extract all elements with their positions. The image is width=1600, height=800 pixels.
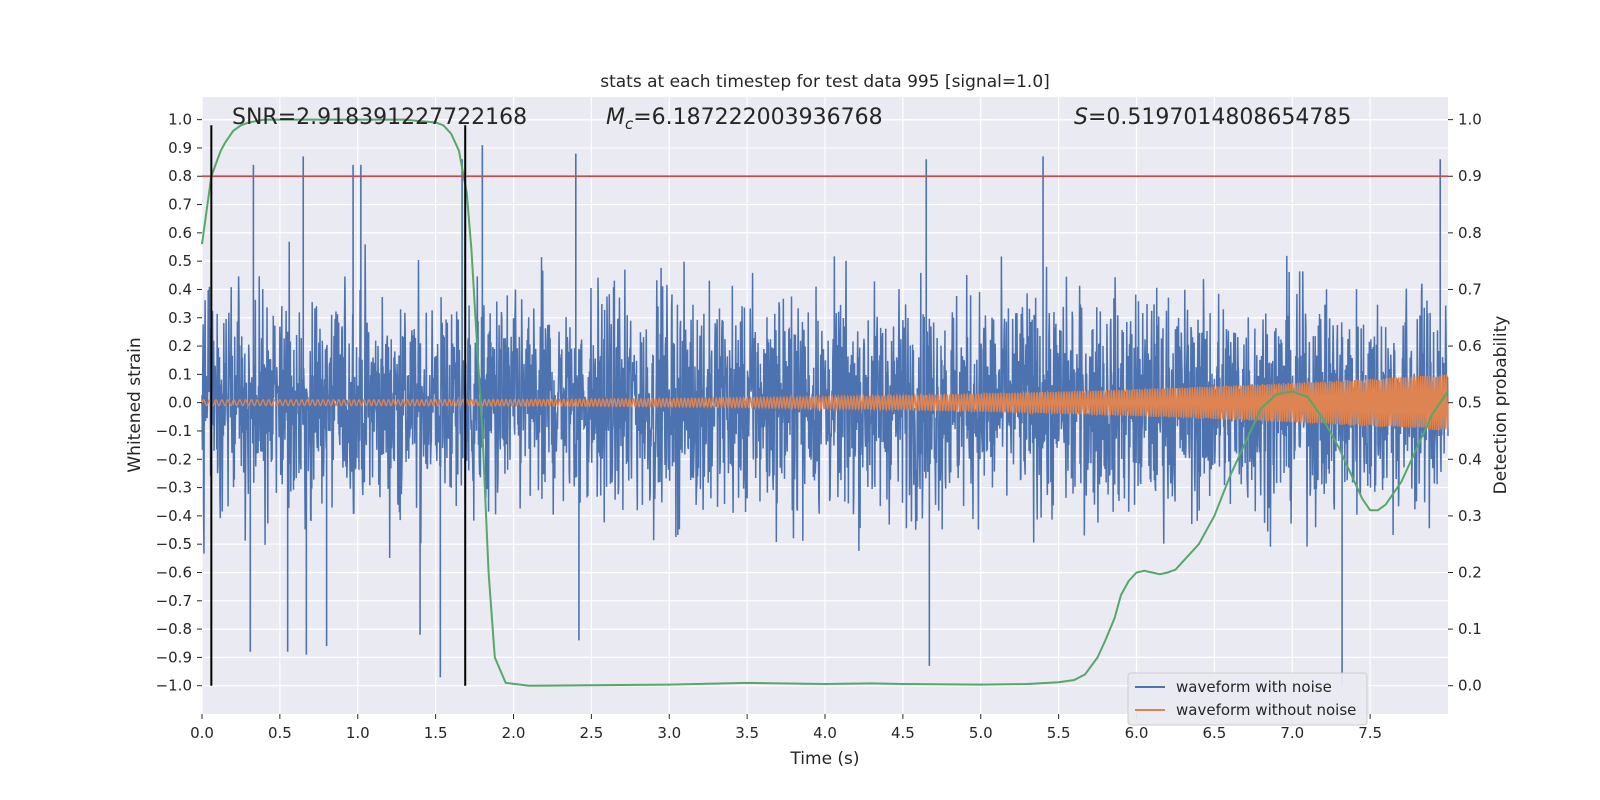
y-left-tick-label: 0.7 <box>168 196 192 214</box>
y-right-tick-label: 0.1 <box>1458 620 1482 638</box>
y-left-tick-label: −0.5 <box>156 535 192 553</box>
y-left-tick-label: −0.9 <box>156 648 192 666</box>
y-right-tick-label: 0.7 <box>1458 280 1482 298</box>
y-left-tick-label: 0.0 <box>168 394 192 412</box>
x-tick-label: 6.0 <box>1125 724 1149 742</box>
y-left-tick-label: 0.1 <box>168 365 192 383</box>
x-tick-label: 6.5 <box>1202 724 1226 742</box>
y-left-tick-label: −0.4 <box>156 507 192 525</box>
y-left-tick-label: 1.0 <box>168 111 192 129</box>
x-tick-label: 5.5 <box>1047 724 1071 742</box>
x-tick-label: 2.0 <box>502 724 526 742</box>
series-clean-line <box>201 374 1449 431</box>
x-tick-label: 3.0 <box>657 724 681 742</box>
y-right-tick-label: 0.4 <box>1458 450 1482 468</box>
y-left-tick-label: −0.1 <box>156 422 192 440</box>
y-right-tick-label: 0.5 <box>1458 394 1482 412</box>
annotation-snr: SNR=2.918391227722168 <box>232 105 527 130</box>
x-tick-label: 2.5 <box>579 724 603 742</box>
y-right-tick-label: 0.2 <box>1458 563 1482 581</box>
legend-label-noise: waveform with noise <box>1176 678 1332 696</box>
x-tick-label: 7.5 <box>1358 724 1382 742</box>
y-axis-label-right: Detection probability <box>1491 316 1511 495</box>
legend: waveform with noise waveform without noi… <box>1127 672 1368 726</box>
y-left-tick-label: 0.3 <box>168 309 192 327</box>
y-left-tick-label: 0.6 <box>168 224 192 242</box>
x-tick-label: 3.5 <box>735 724 759 742</box>
axes: 0.0 0.5 1.0 1.5 2.0 2.5 3.0 3.5 4.0 4.5 5.0 5.5 6.0 6… <box>156 111 1482 742</box>
legend-label-clean: waveform without noise <box>1176 701 1356 719</box>
x-tick-label: 0.5 <box>268 724 292 742</box>
x-tick-label: 4.5 <box>891 724 915 742</box>
y-left-tick-label: 0.5 <box>168 252 192 270</box>
series-probability-line <box>201 118 1449 687</box>
y-right-tick-label: 0.3 <box>1458 507 1482 525</box>
annotation-mc: Mc=6.187222003936768 <box>606 105 883 133</box>
plot-area <box>201 118 1449 687</box>
y-left-tick-label: −0.7 <box>156 592 192 610</box>
y-right-tick-label: 0.0 <box>1458 677 1482 695</box>
y-right-tick-label: 0.8 <box>1458 224 1482 242</box>
y-left-tick-label: 0.2 <box>168 337 192 355</box>
x-tick-label: 1.0 <box>346 724 370 742</box>
x-tick-label: 7.0 <box>1280 724 1304 742</box>
y-left-tick-label: 0.4 <box>168 280 192 298</box>
x-axis-label: Time (s) <box>789 749 859 769</box>
y-axis-label-left: Whitened strain <box>125 337 145 472</box>
y-left-tick-label: 0.9 <box>168 139 192 157</box>
y-left-tick-label: −0.8 <box>156 620 192 638</box>
legend-frame <box>1127 672 1368 726</box>
y-left-tick-label: −0.3 <box>156 479 192 497</box>
y-left-tick-label: −0.6 <box>156 563 192 581</box>
x-tick-label: 4.0 <box>813 724 837 742</box>
y-left-tick-label: 0.8 <box>168 167 192 185</box>
x-tick-label: 1.5 <box>424 724 448 742</box>
y-left-tick-label: −0.2 <box>156 450 192 468</box>
annotation-s: S=0.5197014808654785 <box>1074 105 1351 130</box>
y-left-tick-label: −1.0 <box>156 677 192 695</box>
y-right-tick-label: 1.0 <box>1458 111 1482 129</box>
y-right-tick-label: 0.6 <box>1458 337 1482 355</box>
chart-title: stats at each timestep for test data 995… <box>600 72 1050 92</box>
y-right-tick-label: 0.9 <box>1458 167 1482 185</box>
x-tick-label: 0.0 <box>190 724 214 742</box>
x-tick-label: 5.0 <box>969 724 993 742</box>
